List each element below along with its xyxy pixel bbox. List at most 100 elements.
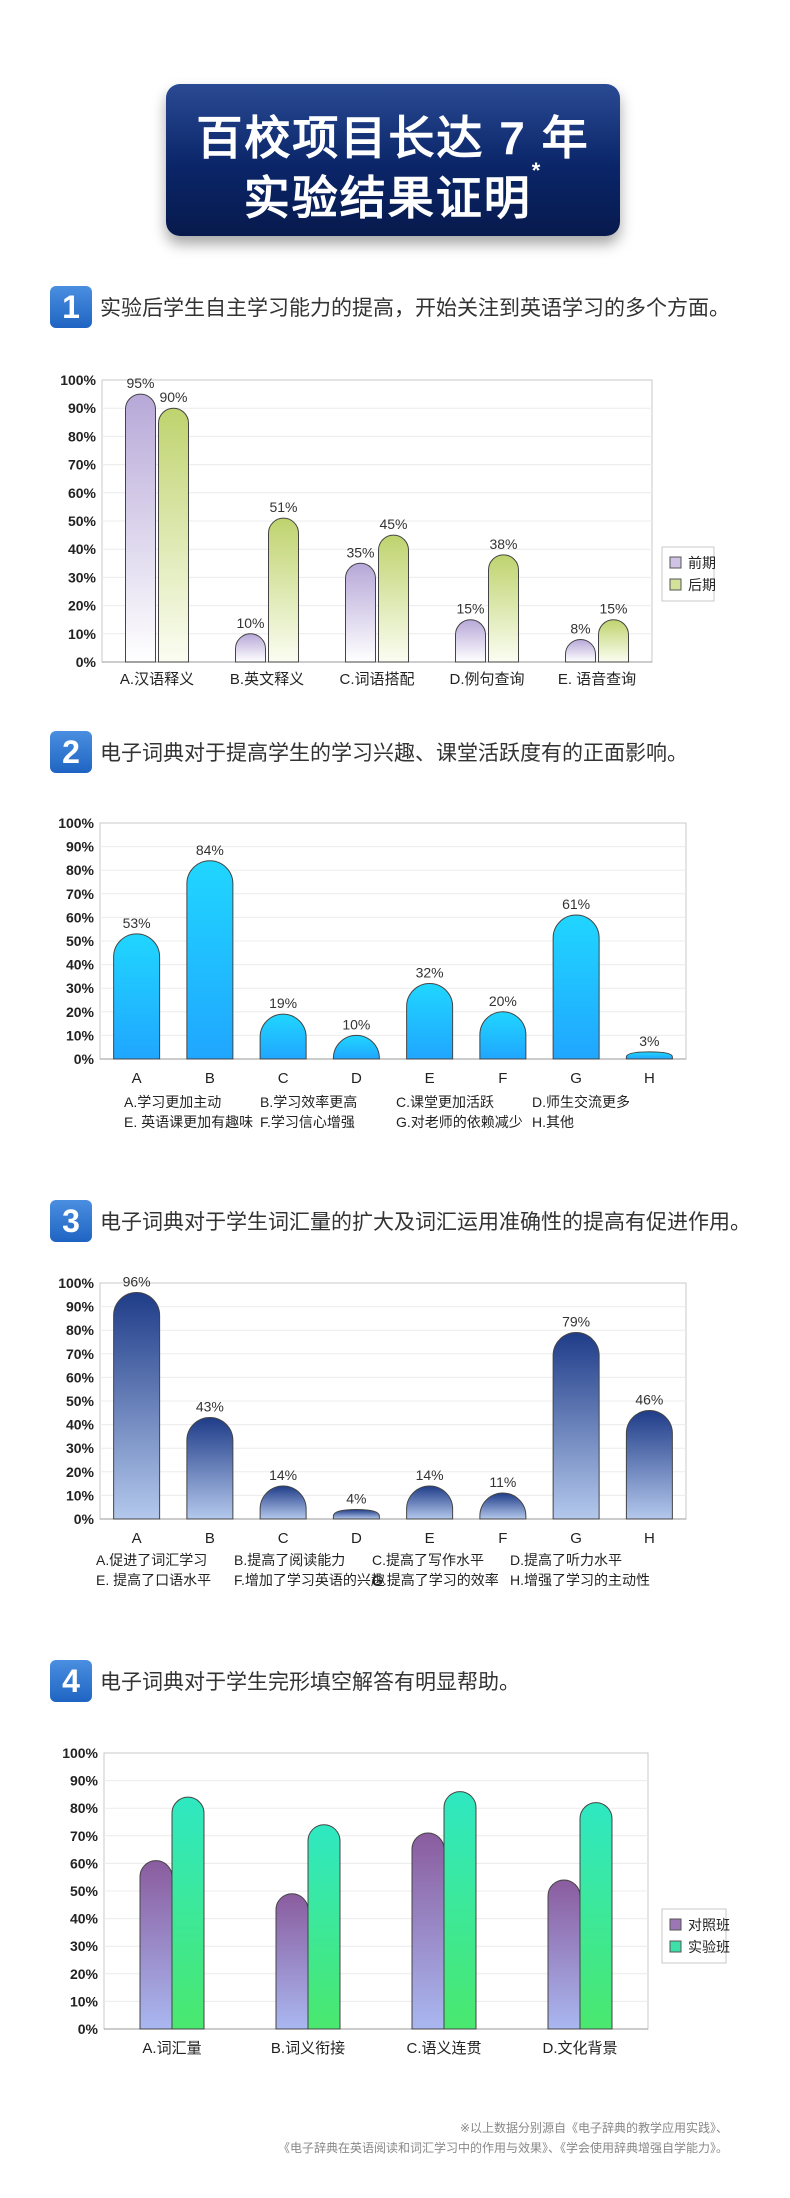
category-note: F.增加了学习英语的兴趣 [234, 1572, 385, 1588]
data-label: 51% [269, 499, 297, 515]
section-3-text: 电子词典对于学生词汇量的扩大及词汇运用准确性的提高有促进作用。 [100, 1211, 751, 1234]
bar [455, 619, 486, 663]
footnote-line-1: ※以上数据分别源自《电子辞典的教学应用实践》、 [459, 2121, 728, 2135]
data-label: 8% [570, 620, 590, 636]
section-1-number: 1 [50, 286, 92, 328]
section-3-number: 3 [50, 1200, 92, 1242]
bar [488, 554, 519, 663]
x-tick-label: B.英文释义 [230, 670, 304, 688]
data-label: 96% [123, 1273, 151, 1289]
bar [332, 1034, 380, 1060]
y-tick-label: 30% [66, 980, 95, 996]
x-tick-label: E [425, 1070, 435, 1087]
bar [579, 1802, 613, 2030]
y-tick-label: 60% [66, 1369, 95, 1385]
bar [186, 860, 234, 1060]
x-tick-label: E [425, 1530, 435, 1547]
bar [479, 1011, 527, 1060]
y-tick-label: 10% [66, 1487, 95, 1503]
data-label: 10% [236, 615, 264, 631]
category-note: E. 提高了口语水平 [96, 1572, 211, 1588]
x-tick-label: B [205, 1530, 215, 1547]
data-label: 11% [489, 1474, 516, 1490]
y-tick-label: 30% [70, 1938, 99, 1954]
y-tick-label: 90% [70, 1773, 99, 1789]
title-line-1: 百校项目长达 7 年 [196, 112, 590, 164]
category-note: A.学习更加主动 [124, 1094, 221, 1110]
x-tick-label: C [278, 1530, 289, 1547]
y-tick-label: 90% [68, 400, 97, 416]
y-tick-label: 40% [66, 1417, 95, 1433]
y-tick-label: 20% [66, 1004, 95, 1020]
y-tick-label: 50% [66, 933, 95, 949]
category-note: H.增强了学习的主动性 [510, 1572, 650, 1588]
x-tick-label: B [205, 1070, 215, 1087]
y-tick-label: 100% [58, 1275, 94, 1291]
y-tick-label: 70% [70, 1828, 99, 1844]
bar [235, 633, 266, 663]
data-label: 46% [635, 1391, 663, 1407]
y-tick-label: 90% [66, 1299, 95, 1315]
data-label: 14% [269, 1467, 297, 1483]
bar [259, 1485, 307, 1520]
bar [275, 1893, 309, 2030]
category-note: G.对老师的依赖减少 [396, 1114, 523, 1130]
x-tick-label: G [570, 1070, 582, 1087]
x-tick-label: D [351, 1530, 362, 1547]
bar [113, 933, 161, 1060]
bar [565, 639, 596, 663]
chart-1-self-study: 0% 10% 20% 30% 40% 50% 60% 70% 80% 90% 100% 95% 90% A… [60, 372, 716, 688]
x-tick-label: A.词汇量 [142, 2040, 201, 2057]
bar [443, 1791, 477, 2030]
y-tick-label: 20% [70, 1966, 99, 1982]
section-4-text: 电子词典对于学生完形填空解答有明显帮助。 [100, 1671, 520, 1694]
bar [332, 1509, 380, 1520]
section-1-text: 实验后学生自主学习能力的提高，开始关注到英语学习的多个方面。 [100, 297, 730, 320]
data-label: 45% [379, 516, 407, 532]
category-note: D.提高了听力水平 [510, 1552, 622, 1568]
data-label: 15% [456, 601, 484, 617]
bar [307, 1824, 341, 2030]
y-tick-label: 50% [68, 513, 97, 529]
y-tick-label: 10% [68, 626, 97, 642]
category-note: C.课堂更加活跃 [396, 1094, 494, 1110]
category-note: C.提高了写作水平 [372, 1552, 484, 1568]
category-note: D.师生交流更多 [532, 1094, 630, 1110]
y-tick-label: 30% [66, 1440, 95, 1456]
y-tick-label: 0% [76, 654, 97, 670]
legend [661, 546, 715, 602]
chart-3-vocabulary: 0% 10% 20% 30% 40% 50% 60% 70% 80% 90% 100% 96% A 43%… [58, 1273, 687, 1588]
y-tick-label: 80% [66, 1322, 95, 1338]
footnote: ※以上数据分别源自《电子辞典的教学应用实践》、 《电子辞典在英语阅读和词汇学习中… [278, 2118, 728, 2158]
data-label: 14% [416, 1467, 444, 1483]
x-tick-label: H [644, 1070, 655, 1087]
x-tick-label: F [498, 1530, 507, 1547]
y-tick-label: 40% [68, 541, 97, 557]
legend-label: 后期 [688, 577, 716, 593]
category-note: F.学习信心增强 [260, 1114, 355, 1130]
data-label: 90% [159, 389, 187, 405]
data-label: 19% [269, 995, 297, 1011]
y-tick-label: 40% [66, 957, 95, 973]
y-tick-label: 80% [68, 428, 97, 444]
y-tick-label: 90% [66, 839, 95, 855]
x-tick-label: H [644, 1530, 655, 1547]
y-tick-label: 60% [70, 1855, 99, 1871]
bar [125, 393, 156, 663]
data-label: 38% [489, 536, 517, 552]
y-tick-label: 70% [68, 457, 97, 473]
y-tick-label: 50% [66, 1393, 95, 1409]
bar [406, 983, 454, 1060]
y-tick-label: 70% [66, 1346, 95, 1362]
legend-swatch [669, 1918, 682, 1931]
y-tick-label: 80% [66, 862, 95, 878]
bar [345, 562, 376, 663]
bar [259, 1013, 307, 1060]
category-note: B.提高了阅读能力 [234, 1552, 345, 1568]
title-asterisk: * [531, 158, 543, 183]
x-tick-label: C.词语搭配 [339, 671, 414, 688]
y-tick-label: 100% [60, 372, 96, 388]
y-tick-label: 100% [58, 815, 94, 831]
y-tick-label: 10% [66, 1027, 95, 1043]
footnote-line-2: 《电子辞典在英语阅读和词汇学习中的作用与效果》、《学会使用辞典增强自学能力》。 [277, 2141, 728, 2155]
